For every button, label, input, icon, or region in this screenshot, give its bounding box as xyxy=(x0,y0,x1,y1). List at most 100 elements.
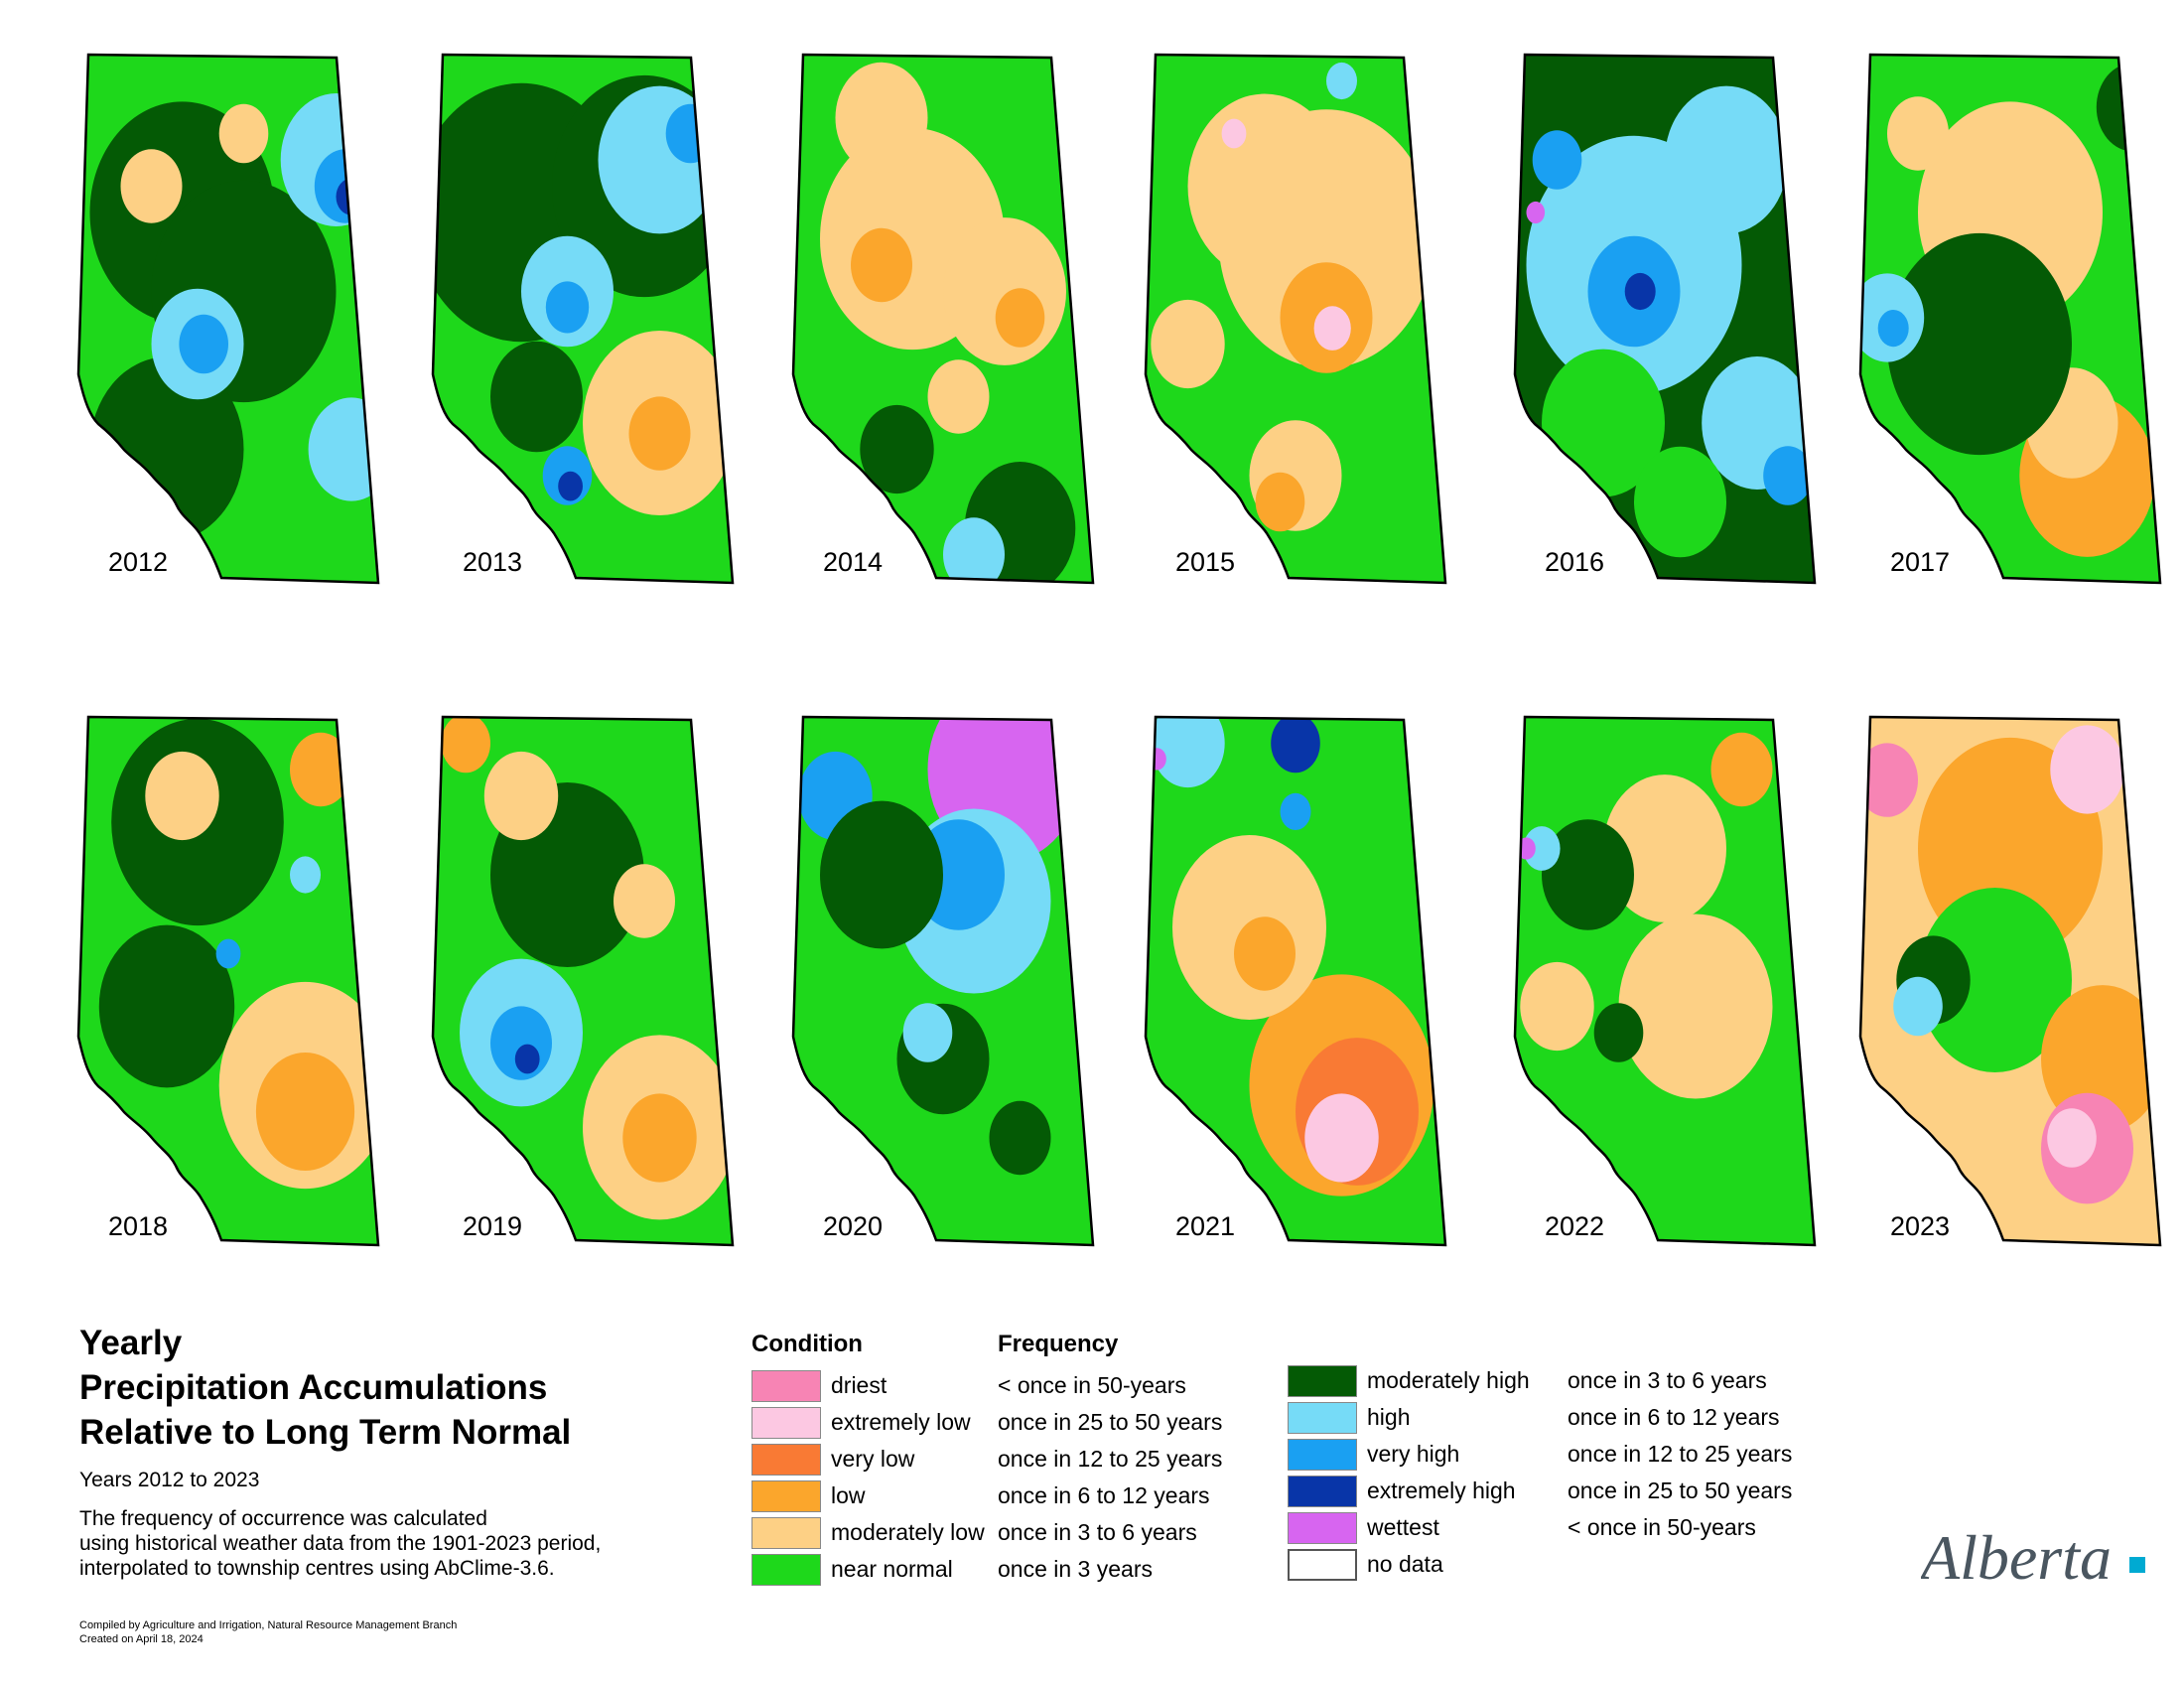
legend-frequency-label: < once in 50-years xyxy=(998,1372,1186,1398)
map-2016: 2016 xyxy=(1511,53,1819,585)
condition-zone xyxy=(2096,63,2160,152)
condition-zone xyxy=(545,281,590,334)
map-2022: 2022 xyxy=(1511,715,1819,1247)
svg-text:Alberta: Alberta xyxy=(1921,1522,2112,1593)
map-2017: 2017 xyxy=(1856,53,2164,585)
condition-zone xyxy=(290,732,351,807)
province-outline xyxy=(791,715,1095,1247)
legend-condition-label: very high xyxy=(1367,1441,1460,1467)
condition-zone xyxy=(1221,118,1247,149)
condition-zone xyxy=(98,924,235,1088)
condition-zone xyxy=(308,397,378,501)
legend-frequency-label: once in 6 to 12 years xyxy=(998,1482,1210,1508)
condition-zone xyxy=(1271,717,1320,774)
map-2019: 2019 xyxy=(429,715,737,1247)
province-outline xyxy=(76,715,380,1247)
year-label: 2013 xyxy=(463,547,523,577)
description-line-1: The frequency of occurrence was calculat… xyxy=(79,1507,487,1530)
map-2014: 2014 xyxy=(789,53,1097,585)
legend-swatch xyxy=(1288,1549,1357,1581)
map-2015: 2015 xyxy=(1142,53,1449,585)
legend-condition-header: Condition xyxy=(751,1331,863,1357)
condition-zone xyxy=(2047,1108,2097,1168)
condition-zone xyxy=(1532,130,1582,190)
subtitle: Years 2012 to 2023 xyxy=(79,1469,260,1491)
condition-zone xyxy=(483,751,559,841)
condition-zone xyxy=(1280,792,1311,830)
credits: Compiled by Agriculture and Irrigation, … xyxy=(79,1618,601,1646)
province-map xyxy=(791,53,1095,585)
legend-condition-label: extremely low xyxy=(831,1409,971,1435)
year-label: 2020 xyxy=(823,1211,884,1241)
province-outline xyxy=(1513,53,1817,585)
legend-swatch xyxy=(751,1444,821,1476)
year-label: 2023 xyxy=(1890,1211,1951,1241)
map-2023: 2023 xyxy=(1856,715,2164,1247)
title-block: Yearly Precipitation Accumulations Relat… xyxy=(79,1321,601,1646)
credit-line-1: Compiled by Agriculture and Irrigation, … xyxy=(79,1619,458,1631)
province-outline xyxy=(431,715,735,1247)
year-label: 2019 xyxy=(463,1211,523,1241)
legend-condition-label: driest xyxy=(831,1372,887,1398)
condition-zone xyxy=(1877,310,1909,348)
legend-condition-label: wettest xyxy=(1367,1514,1439,1540)
province-map xyxy=(1144,715,1447,1247)
condition-zone xyxy=(1526,201,1546,224)
legend-condition-label: high xyxy=(1367,1404,1411,1430)
condition-zone xyxy=(120,149,183,223)
legend-frequency-header: Frequency xyxy=(998,1331,1119,1357)
condition-zone xyxy=(290,856,321,894)
province-outline xyxy=(1144,715,1447,1247)
province-map xyxy=(76,715,380,1247)
condition-zone xyxy=(851,227,912,303)
condition-zone xyxy=(1523,826,1561,871)
condition-zone xyxy=(255,1052,355,1172)
legend-swatch xyxy=(751,1554,821,1586)
condition-zone xyxy=(1887,96,1949,171)
condition-zone xyxy=(1304,1093,1379,1183)
condition-zone xyxy=(820,800,943,949)
condition-zone xyxy=(1603,774,1726,922)
map-2018: 2018 xyxy=(74,715,382,1247)
legend-condition-label: low xyxy=(831,1482,866,1508)
legend-frequency-label: < once in 50-years xyxy=(1568,1514,1756,1540)
province-map xyxy=(1858,53,2162,585)
condition-zone xyxy=(989,1100,1051,1176)
condition-zone xyxy=(614,864,675,938)
province-outline xyxy=(1144,53,1447,585)
condition-zone xyxy=(835,62,928,174)
condition-zone xyxy=(2041,985,2160,1133)
title-line-2: Precipitation Accumulations xyxy=(79,1368,548,1407)
legend-frequency-label: once in 6 to 12 years xyxy=(1568,1404,1780,1430)
province-map xyxy=(431,715,735,1247)
condition-zone xyxy=(2050,725,2124,814)
year-label: 2018 xyxy=(108,1211,169,1241)
legend-condition-label: very low xyxy=(831,1446,915,1472)
condition-zone xyxy=(1618,914,1773,1099)
province-outline xyxy=(76,53,380,585)
province-map xyxy=(791,715,1095,1247)
province-outline xyxy=(431,53,735,585)
condition-zone xyxy=(1520,961,1594,1052)
legend-swatch xyxy=(1288,1402,1357,1434)
legend-swatch xyxy=(751,1370,821,1402)
condition-zone xyxy=(1893,976,1943,1037)
condition-zone xyxy=(1634,446,1726,558)
legend-swatch xyxy=(1288,1439,1357,1471)
legend-swatch xyxy=(1288,1512,1357,1544)
legend-swatch xyxy=(1288,1365,1357,1397)
province-map xyxy=(76,53,380,585)
condition-zone xyxy=(1148,748,1166,771)
year-label: 2017 xyxy=(1890,547,1951,577)
title-line-3: Relative to Long Term Normal xyxy=(79,1413,572,1452)
title-line-1: Yearly xyxy=(79,1324,183,1362)
year-label: 2015 xyxy=(1175,547,1236,577)
legend-condition-label: no data xyxy=(1367,1551,1443,1577)
legend-condition-label: near normal xyxy=(831,1556,953,1582)
condition-zone xyxy=(665,103,716,164)
condition-zone xyxy=(1665,85,1788,234)
year-label: 2012 xyxy=(108,547,169,577)
year-label: 2022 xyxy=(1545,1211,1605,1241)
condition-zone xyxy=(1542,819,1634,930)
legend-frequency-label: once in 12 to 25 years xyxy=(998,1446,1223,1472)
